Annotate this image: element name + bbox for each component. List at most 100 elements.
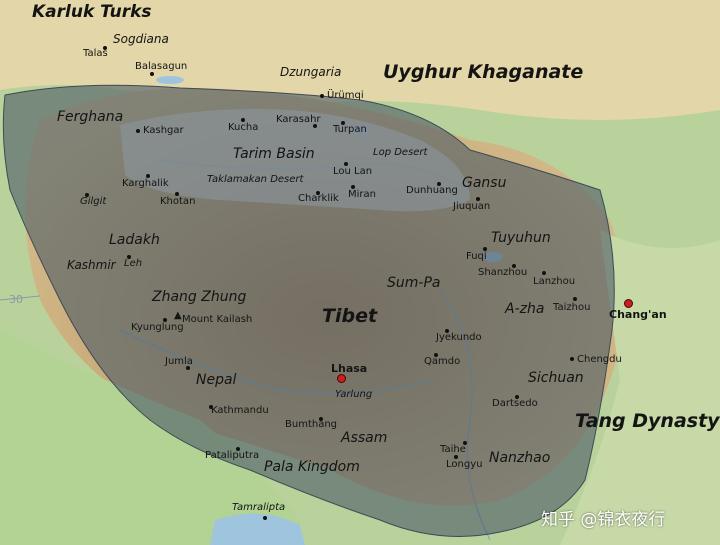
label-assam: Assam bbox=[341, 430, 388, 446]
label-chengdu: Chengdu bbox=[577, 354, 622, 365]
label-leh: Leh bbox=[124, 258, 143, 269]
city-dot-qamdo bbox=[434, 353, 438, 357]
city-dot-kyunglung bbox=[163, 318, 167, 322]
label-miran: Miran bbox=[348, 189, 376, 200]
label-lhasa: Lhasa bbox=[331, 362, 368, 375]
label-ferghana: Ferghana bbox=[57, 109, 124, 125]
label-talas: Talas bbox=[83, 48, 108, 59]
label-kashgar: Kashgar bbox=[143, 125, 184, 136]
city-dot-leh bbox=[127, 255, 131, 259]
city-dot-kathmandu bbox=[209, 405, 213, 409]
label-pala-kingdom: Pala Kingdom bbox=[264, 459, 360, 475]
label-karasahr: Karasahr bbox=[276, 114, 321, 125]
label-kashmir: Kashmir bbox=[67, 258, 116, 272]
label-lanzhou: Lanzhou bbox=[533, 276, 576, 287]
eastern-plain bbox=[560, 230, 720, 545]
city-dot-shanzhou bbox=[512, 264, 516, 268]
city-dot-kucha bbox=[241, 118, 245, 122]
label-tibet: Tibet bbox=[322, 305, 378, 327]
city-dot-chengdu bbox=[570, 357, 574, 361]
label-kathmandu: Kathmandu bbox=[211, 405, 269, 416]
graticule-line bbox=[0, 295, 41, 301]
label-sichuan: Sichuan bbox=[528, 370, 584, 386]
label-longyu: Longyu bbox=[446, 459, 483, 470]
city-dot-balasagun bbox=[150, 72, 154, 76]
label-mount-kailash: Mount Kailash bbox=[182, 314, 253, 325]
city-dot-karghalik bbox=[146, 174, 150, 178]
city-dot-kashgar bbox=[136, 129, 140, 133]
label-dunhuang: Dunhuang bbox=[406, 185, 458, 196]
label-nanzhao: Nanzhao bbox=[489, 450, 551, 466]
city-dot-dunhuang bbox=[437, 182, 441, 186]
city-dot-lanzhou bbox=[542, 271, 546, 275]
label-balasagun: Balasagun bbox=[135, 61, 188, 72]
label-jiuquan: Jiuquan bbox=[453, 201, 491, 212]
label-karluk-turks: Karluk Turks bbox=[32, 2, 152, 22]
label-taihe: Taihe bbox=[440, 444, 466, 455]
label-zhang-zhung: Zhang Zhung bbox=[152, 289, 247, 305]
label-qamdo: Qamdo bbox=[424, 356, 461, 367]
label-jyekundo: Jyekundo bbox=[436, 332, 482, 343]
label-sum-pa: Sum-Pa bbox=[387, 275, 441, 291]
city-dot-longyu bbox=[454, 455, 458, 459]
lake-issyk-kul bbox=[156, 76, 184, 84]
label-taizhou: Taizhou bbox=[553, 302, 591, 313]
label-kyunglung: Kyunglung bbox=[131, 322, 184, 333]
label-charklik: Charklik bbox=[298, 193, 339, 204]
city-dot-fuqi bbox=[483, 247, 487, 251]
city-dot-jumla bbox=[186, 366, 190, 370]
label-khotan: Khotan bbox=[160, 196, 196, 207]
label-loulan: Lou Lan bbox=[333, 166, 373, 177]
city-dot-pataliputra bbox=[236, 447, 240, 451]
city-dot-khotan bbox=[175, 192, 179, 196]
graticule-label: 30 bbox=[9, 293, 23, 306]
label-urumqi: Ürümqi bbox=[327, 90, 364, 101]
watermark: 知乎 @锦衣夜行 bbox=[541, 510, 666, 530]
label-tarim-basin: Tarim Basin bbox=[233, 146, 315, 162]
city-dot-gilgit bbox=[85, 193, 89, 197]
city-dot-taizhou bbox=[573, 297, 577, 301]
city-dot-urumqi bbox=[320, 94, 324, 98]
label-dartsedo: Dartsedo bbox=[492, 398, 538, 409]
label-gansu: Gansu bbox=[462, 175, 507, 191]
city-dot-karasahr bbox=[313, 124, 317, 128]
label-gilgit: Gilgit bbox=[80, 196, 107, 207]
city-dot-charklik bbox=[316, 191, 320, 195]
label-jumla: Jumla bbox=[165, 356, 193, 367]
indian-plain bbox=[0, 330, 300, 545]
city-dot-dartsedo bbox=[515, 395, 519, 399]
label-karghalik: Karghalik bbox=[122, 178, 169, 189]
label-kucha: Kucha bbox=[228, 122, 259, 133]
city-dot-jyekundo bbox=[445, 329, 449, 333]
label-nepal: Nepal bbox=[196, 372, 237, 388]
label-sogdiana: Sogdiana bbox=[113, 32, 169, 46]
label-fuqi: Fuqi bbox=[466, 251, 487, 262]
city-dot-jiuquan bbox=[476, 197, 480, 201]
city-dot-turpan bbox=[341, 121, 345, 125]
label-dzungaria: Dzungaria bbox=[280, 65, 342, 79]
city-dot-tamralipta bbox=[263, 516, 267, 520]
label-a-zha: A-zha bbox=[505, 301, 545, 317]
label-yarlung: Yarlung bbox=[335, 389, 373, 400]
label-pataliputra: Pataliputra bbox=[205, 450, 260, 461]
mountain-icon: ▲ bbox=[174, 310, 182, 321]
label-bumthang: Bumthang bbox=[285, 419, 338, 430]
capital-dot-changan bbox=[624, 299, 633, 308]
city-dot-miran bbox=[351, 185, 355, 189]
label-lop-desert: Lop Desert bbox=[373, 147, 428, 158]
label-tamralipta: Tamralipta bbox=[232, 502, 286, 513]
city-dot-taihe bbox=[463, 441, 467, 445]
label-shanzhou: Shanzhou bbox=[478, 267, 528, 278]
label-ladakh: Ladakh bbox=[109, 232, 160, 248]
label-changan: Chang'an bbox=[609, 308, 667, 321]
label-uyghur-khaganate: Uyghur Khaganate bbox=[383, 61, 584, 83]
label-turpan: Turpan bbox=[333, 124, 367, 135]
city-dot-talas bbox=[103, 46, 107, 50]
city-dot-loulan bbox=[344, 162, 348, 166]
bay-of-bengal bbox=[210, 513, 305, 545]
label-tuyuhun: Tuyuhun bbox=[491, 230, 551, 246]
city-dot-bumthang bbox=[319, 417, 323, 421]
tarim-basin-shade bbox=[120, 109, 470, 212]
